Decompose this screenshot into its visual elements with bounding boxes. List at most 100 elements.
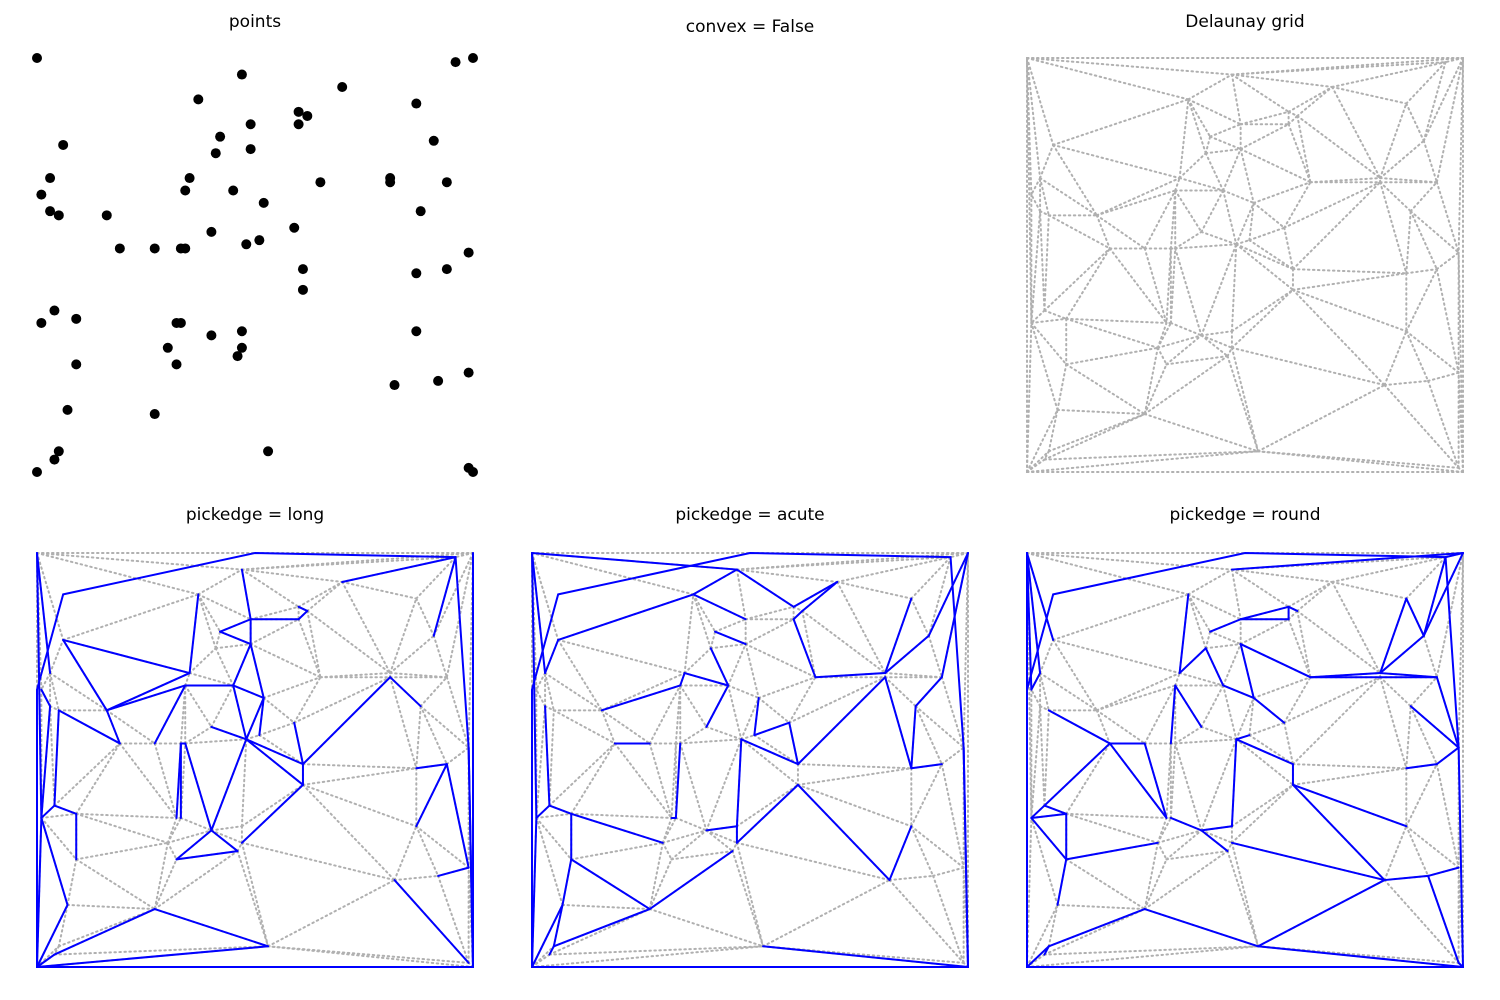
delaunay-edge xyxy=(1169,247,1177,324)
delaunay-edge xyxy=(1187,593,1212,633)
delaunay-edge xyxy=(1052,143,1098,217)
hull-edge xyxy=(552,908,651,948)
data-point xyxy=(389,380,400,391)
delaunay-edge xyxy=(1043,709,1050,807)
delaunay-edge xyxy=(1200,684,1225,728)
hull-edge xyxy=(1030,812,1068,819)
delaunay-edge xyxy=(1457,552,1464,749)
data-point xyxy=(149,243,160,254)
delaunay-edge xyxy=(1405,330,1430,382)
hull-edge xyxy=(62,638,191,675)
delaunay-edge xyxy=(1235,696,1255,741)
data-point xyxy=(171,359,182,370)
delaunay-edge xyxy=(1222,684,1238,741)
delaunay-edge xyxy=(1052,143,1181,180)
data-point xyxy=(289,222,300,233)
delaunay-edge xyxy=(1435,763,1460,869)
data-point xyxy=(441,177,452,188)
data-point xyxy=(263,446,274,457)
hull-edge xyxy=(1309,672,1382,679)
delaunay-edge xyxy=(801,609,817,679)
delaunay-edge xyxy=(1291,181,1382,271)
delaunay-edge xyxy=(661,816,677,844)
delaunay-edge xyxy=(1143,247,1168,324)
hull-edge xyxy=(735,568,795,608)
delaunay-edge xyxy=(561,903,651,911)
delaunay-edge xyxy=(75,858,156,911)
hull-edge xyxy=(1200,829,1229,853)
delaunay-edge xyxy=(884,676,917,708)
data-point xyxy=(206,330,217,341)
delaunay-edge xyxy=(1296,609,1382,675)
delaunay-edge xyxy=(1405,556,1447,600)
hull-edge xyxy=(1230,552,1464,571)
delaunay-edge xyxy=(214,647,235,687)
data-point xyxy=(180,243,191,254)
delaunay-edge xyxy=(1200,725,1238,741)
delaunay-edge xyxy=(1287,114,1299,126)
data-point xyxy=(258,197,269,208)
hull-edge xyxy=(297,609,309,621)
delaunay-edge xyxy=(1226,355,1260,453)
delaunay-edge xyxy=(258,721,296,737)
delaunay-edge xyxy=(1379,676,1412,708)
hull-edge xyxy=(36,953,56,968)
delaunay-edge xyxy=(1435,552,1464,679)
hull-edge xyxy=(884,634,930,675)
delaunay-edge xyxy=(557,638,686,675)
delaunay-edge xyxy=(267,879,396,948)
delaunay-edge xyxy=(1200,230,1238,246)
hull-edge xyxy=(1427,874,1460,964)
delaunay-edge xyxy=(1331,85,1408,105)
data-point xyxy=(463,247,474,258)
delaunay-edge xyxy=(179,684,187,745)
delaunay-edge xyxy=(319,672,392,679)
delaunay-edge xyxy=(188,672,235,687)
delaunay-edge xyxy=(240,841,396,882)
delaunay-edge xyxy=(1065,812,1159,844)
delaunay-edge xyxy=(1209,135,1242,151)
hull-edge xyxy=(232,684,265,699)
delaunay-edge xyxy=(1052,638,1098,712)
delaunay-edge xyxy=(1065,858,1146,911)
delaunay-edge xyxy=(753,734,799,766)
hull-edge xyxy=(535,804,551,819)
delaunay-edge xyxy=(1043,247,1111,312)
delaunay-edge xyxy=(648,841,664,911)
hull-edge xyxy=(153,908,270,948)
hull-edge xyxy=(792,580,839,608)
delaunay-edge xyxy=(535,816,573,861)
hull-edge xyxy=(1065,841,1159,861)
delaunay-edge xyxy=(1405,763,1438,828)
delaunay-edge xyxy=(1174,243,1238,250)
delaunay-edge xyxy=(1095,189,1177,217)
delaunay-edge xyxy=(1435,57,1464,184)
hull-edge xyxy=(415,763,448,828)
hull-edge xyxy=(1405,763,1438,770)
delaunay-edge xyxy=(1187,73,1233,101)
delaunay-edge xyxy=(1165,850,1229,861)
delaunay-edge xyxy=(1405,705,1412,770)
hull-edge xyxy=(40,804,56,819)
hull-edge xyxy=(692,593,747,621)
delaunay-edges xyxy=(1026,57,1464,473)
delaunay-edge xyxy=(762,945,965,964)
hull-edge xyxy=(557,593,695,641)
delaunay-edge xyxy=(249,643,322,679)
delaunay-edge xyxy=(1065,346,1159,366)
delaunay-edge xyxy=(1427,371,1460,382)
delaunay-edge xyxy=(705,725,743,741)
delaunay-edge xyxy=(1095,709,1111,745)
delaunay-edge xyxy=(1383,330,1408,387)
delaunay-edge xyxy=(1222,189,1255,204)
delaunay-edge xyxy=(1296,85,1334,117)
hull-edge xyxy=(36,945,270,968)
delaunay-edge xyxy=(1287,580,1334,608)
hull-edge xyxy=(814,672,887,679)
delaunay-edge xyxy=(1156,321,1172,349)
delaunay-edge xyxy=(1039,705,1050,712)
hull-edge xyxy=(796,676,887,766)
hull-edge xyxy=(1209,618,1242,633)
delaunay-edge xyxy=(1291,767,1408,786)
delaunay-edge xyxy=(735,552,969,571)
